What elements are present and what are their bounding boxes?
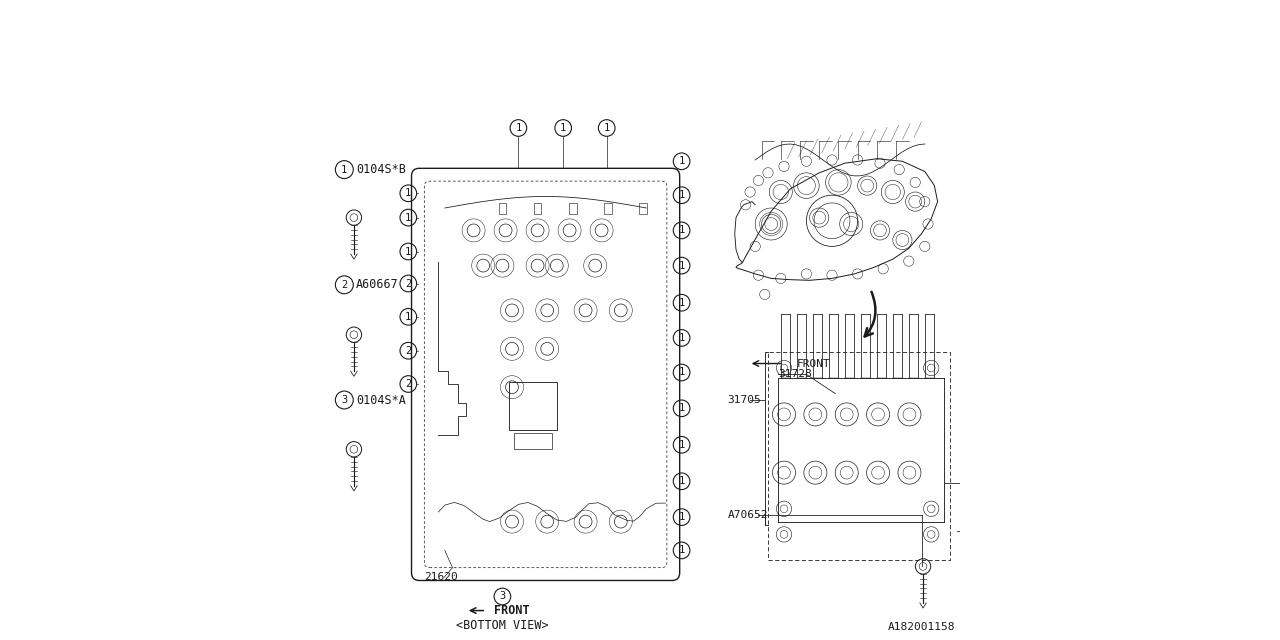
Text: 1: 1	[678, 512, 685, 522]
Text: 1: 1	[678, 333, 685, 343]
Text: 1: 1	[678, 225, 685, 236]
Text: 1: 1	[678, 298, 685, 308]
Text: 1: 1	[678, 156, 685, 166]
Text: A182001158: A182001158	[888, 622, 955, 632]
Bar	[534, 203, 541, 214]
Text: 31728: 31728	[778, 369, 812, 380]
Bar	[498, 203, 506, 214]
Text: 1: 1	[406, 312, 411, 322]
Text: 1: 1	[516, 123, 521, 133]
Text: 0104S*A: 0104S*A	[356, 394, 406, 406]
Bar	[640, 203, 646, 214]
Bar	[515, 433, 552, 449]
Bar	[768, 352, 950, 560]
Text: 2: 2	[406, 278, 411, 289]
Bar	[509, 382, 557, 430]
Text: 2: 2	[406, 346, 411, 356]
Text: 1: 1	[678, 403, 685, 413]
Text: FRONT: FRONT	[796, 358, 831, 369]
Text: 1: 1	[678, 190, 685, 200]
Bar	[604, 203, 612, 214]
Text: 3: 3	[499, 591, 506, 602]
Text: A70652: A70652	[728, 510, 768, 520]
Text: 21620: 21620	[424, 572, 457, 582]
Bar	[570, 203, 577, 214]
Text: 1: 1	[406, 246, 411, 257]
Text: 0104S*B: 0104S*B	[356, 163, 406, 176]
Text: 1: 1	[678, 545, 685, 556]
Text: A60667: A60667	[356, 278, 398, 291]
Text: 1: 1	[406, 212, 411, 223]
Text: 1: 1	[406, 188, 411, 198]
Text: FRONT: FRONT	[494, 604, 530, 617]
Text: 1: 1	[678, 440, 685, 450]
Text: 1: 1	[342, 164, 347, 175]
Text: 1: 1	[678, 367, 685, 378]
Text: 1: 1	[678, 476, 685, 486]
Text: 2: 2	[342, 280, 347, 290]
Text: 2: 2	[406, 379, 411, 389]
Text: 31705: 31705	[728, 395, 762, 405]
Text: 1: 1	[678, 260, 685, 271]
Text: 3: 3	[342, 395, 347, 405]
Text: 1: 1	[604, 123, 609, 133]
Text: <BOTTOM VIEW>: <BOTTOM VIEW>	[456, 620, 549, 632]
Text: 1: 1	[561, 123, 566, 133]
